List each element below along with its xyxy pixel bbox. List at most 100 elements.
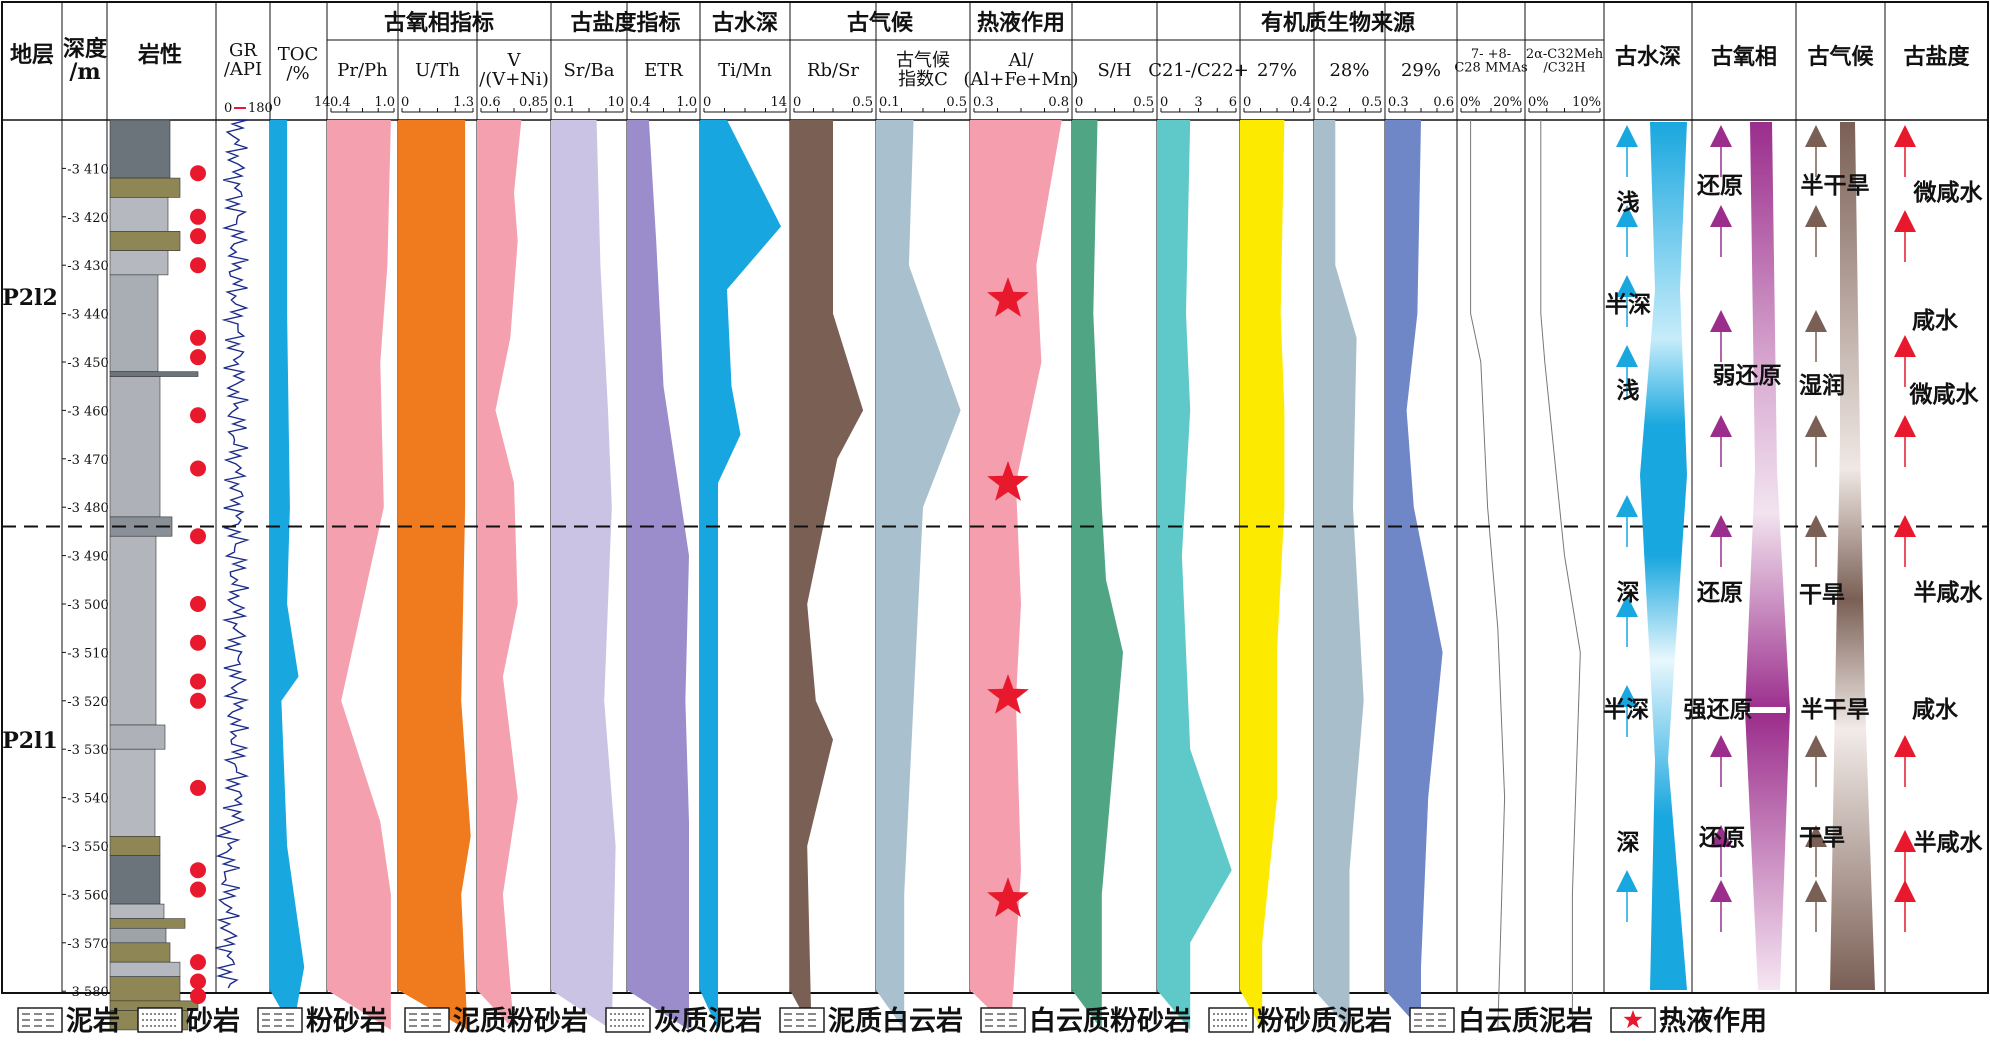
- track-min: 0.4: [330, 95, 351, 110]
- gr-max: 180: [248, 101, 273, 116]
- lithology-bed: [109, 927, 167, 944]
- track-fill: [477, 120, 522, 1030]
- water-arrow-head: [1616, 345, 1638, 367]
- depth-tick-label: -3 530: [67, 743, 109, 758]
- track-label: 29%: [1401, 60, 1441, 81]
- water-arrow-head: [1616, 125, 1638, 147]
- track-max: 6: [1229, 95, 1237, 110]
- sample-dot: [190, 673, 206, 690]
- lithology-bed: [109, 918, 186, 929]
- lithology-bed: [109, 119, 171, 179]
- interpretation-columns: 浅半深浅深半深深还原弱还原还原强还原还原半干旱湿润干旱半干旱干旱微咸水咸水微咸水…: [1603, 122, 1984, 990]
- legend-label: 粉砂岩: [306, 1006, 387, 1037]
- water-arrow-head: [1616, 870, 1638, 892]
- sample-dot: [190, 881, 206, 898]
- track-max: 20%: [1493, 95, 1522, 110]
- sample-dot: [190, 329, 206, 346]
- track-fill: [270, 120, 305, 1030]
- toc-min: 0: [273, 95, 281, 110]
- lithology-bed: [109, 903, 165, 919]
- track-fill: [551, 120, 616, 1030]
- interp-header: 古水深: [1615, 44, 1681, 70]
- legend-label: 白云质泥岩: [1458, 1005, 1593, 1037]
- sample-dot: [190, 528, 206, 545]
- legend-label: 白云质粉砂岩: [1029, 1005, 1191, 1037]
- track-label: U/Th: [415, 60, 460, 81]
- redox-arrow-head: [1710, 825, 1732, 847]
- redox-label: 还原: [1699, 824, 1745, 851]
- salinity-label: 半咸水: [1914, 579, 1984, 606]
- lithology-bed: [109, 231, 181, 251]
- track-min: 0: [1160, 95, 1168, 110]
- depth-tick-label: -3 450: [67, 356, 109, 371]
- water-arrow-head: [1616, 595, 1638, 617]
- track-label: 27%: [1257, 60, 1297, 81]
- hydrothermal-star: [987, 277, 1029, 317]
- salinity-arrow-head: [1894, 515, 1916, 537]
- track-label: Sr/Ba: [564, 60, 615, 81]
- track-max: 0.85: [519, 95, 548, 110]
- interp-header: 古气候: [1807, 44, 1874, 70]
- redox-label: 还原: [1697, 172, 1743, 199]
- track-min: 0.6: [480, 95, 501, 110]
- climate-label: 半干旱: [1801, 696, 1870, 723]
- redox-label: 弱还原: [1713, 362, 1782, 389]
- lithology-legend: 泥岩 砂岩 粉砂岩 泥质粉砂岩 灰质泥岩 泥质白云岩 白云质粉砂岩 粉砂质泥岩 白云质泥岩 热液作…: [17, 1005, 1767, 1037]
- lithology-bed: [109, 748, 156, 837]
- redox-arrow-head: [1710, 415, 1732, 437]
- track-fill: [1314, 120, 1364, 1030]
- depth-tick-label: -3 550: [67, 840, 109, 855]
- depth-tick-label: -3 580: [67, 985, 109, 1000]
- depth-tick-label: -3 480: [67, 501, 109, 516]
- depth-tick-label: -3 510: [67, 646, 109, 661]
- track-label: Ti/Mn: [718, 60, 772, 81]
- sample-dot: [190, 349, 206, 366]
- legend-label: 泥质粉砂岩: [453, 1006, 588, 1037]
- track-max: 1.0: [374, 95, 395, 110]
- depth-tick-label: -3 540: [67, 792, 109, 807]
- salinity-label: 微咸水: [1913, 179, 1984, 206]
- water-arrow-head: [1616, 205, 1638, 227]
- salinity-arrow-head: [1894, 335, 1916, 357]
- group-title: 古气候: [847, 10, 914, 36]
- track-fill: [790, 120, 864, 1030]
- stratum-label: P2l2: [2, 285, 58, 311]
- legend-label: 热液作用: [1659, 1006, 1767, 1037]
- lithology-bed: [109, 535, 157, 726]
- salinity-arrow-head: [1894, 830, 1916, 852]
- track-max: 0.5: [946, 95, 967, 110]
- redox-arrow-head: [1710, 205, 1732, 227]
- track-label: Rb/Sr: [807, 60, 859, 81]
- legend-label: 泥岩: [66, 1006, 120, 1037]
- track-fill: [1385, 120, 1443, 1030]
- climate-arrow-head: [1805, 205, 1827, 227]
- group-title: 古水深: [712, 10, 778, 36]
- water-depth-label: 浅: [1617, 189, 1640, 216]
- lithology-bed: [109, 942, 171, 963]
- sample-dot: [190, 596, 206, 612]
- water-depth-band: [1640, 122, 1687, 990]
- depth-tick-label: -3 500: [67, 598, 109, 613]
- salinity-arrow-head: [1894, 210, 1916, 232]
- track-label: V/(V+Ni): [479, 50, 549, 90]
- depth-tick-label: -3 520: [67, 695, 109, 710]
- climate-label: 湿润: [1799, 372, 1845, 399]
- lithology-bed: [109, 197, 169, 232]
- sample-dot: [190, 954, 206, 971]
- water-arrow-head: [1616, 495, 1638, 517]
- climate-arrow-head: [1805, 880, 1827, 902]
- hydrothermal-star: [987, 461, 1029, 501]
- salinity-label: 微咸水: [1909, 381, 1980, 408]
- track-min: 0: [1075, 95, 1083, 110]
- group-title: 古氧相指标: [384, 10, 494, 36]
- climate-label: 干旱: [1799, 581, 1845, 608]
- legend-label: 灰质泥岩: [654, 1006, 762, 1037]
- redox-label: 还原: [1697, 579, 1743, 606]
- curve-tracks: [2, 119, 1988, 1030]
- redox-label: 强还原: [1684, 696, 1753, 723]
- track-fill: [970, 120, 1062, 1030]
- redox-arrow-head: [1710, 880, 1732, 902]
- track-min: 0.2: [1317, 95, 1338, 110]
- depth-tick-label: -3 420: [67, 211, 109, 226]
